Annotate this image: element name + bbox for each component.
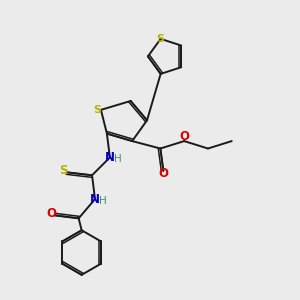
Text: S: S	[60, 164, 68, 177]
Text: O: O	[46, 207, 56, 220]
Text: N: N	[105, 151, 115, 164]
Text: N: N	[90, 193, 100, 206]
Text: O: O	[158, 167, 168, 180]
Text: H: H	[100, 196, 107, 206]
Text: O: O	[179, 130, 189, 143]
Text: H: H	[114, 154, 122, 164]
Text: S: S	[93, 105, 101, 115]
Text: S: S	[157, 34, 165, 44]
